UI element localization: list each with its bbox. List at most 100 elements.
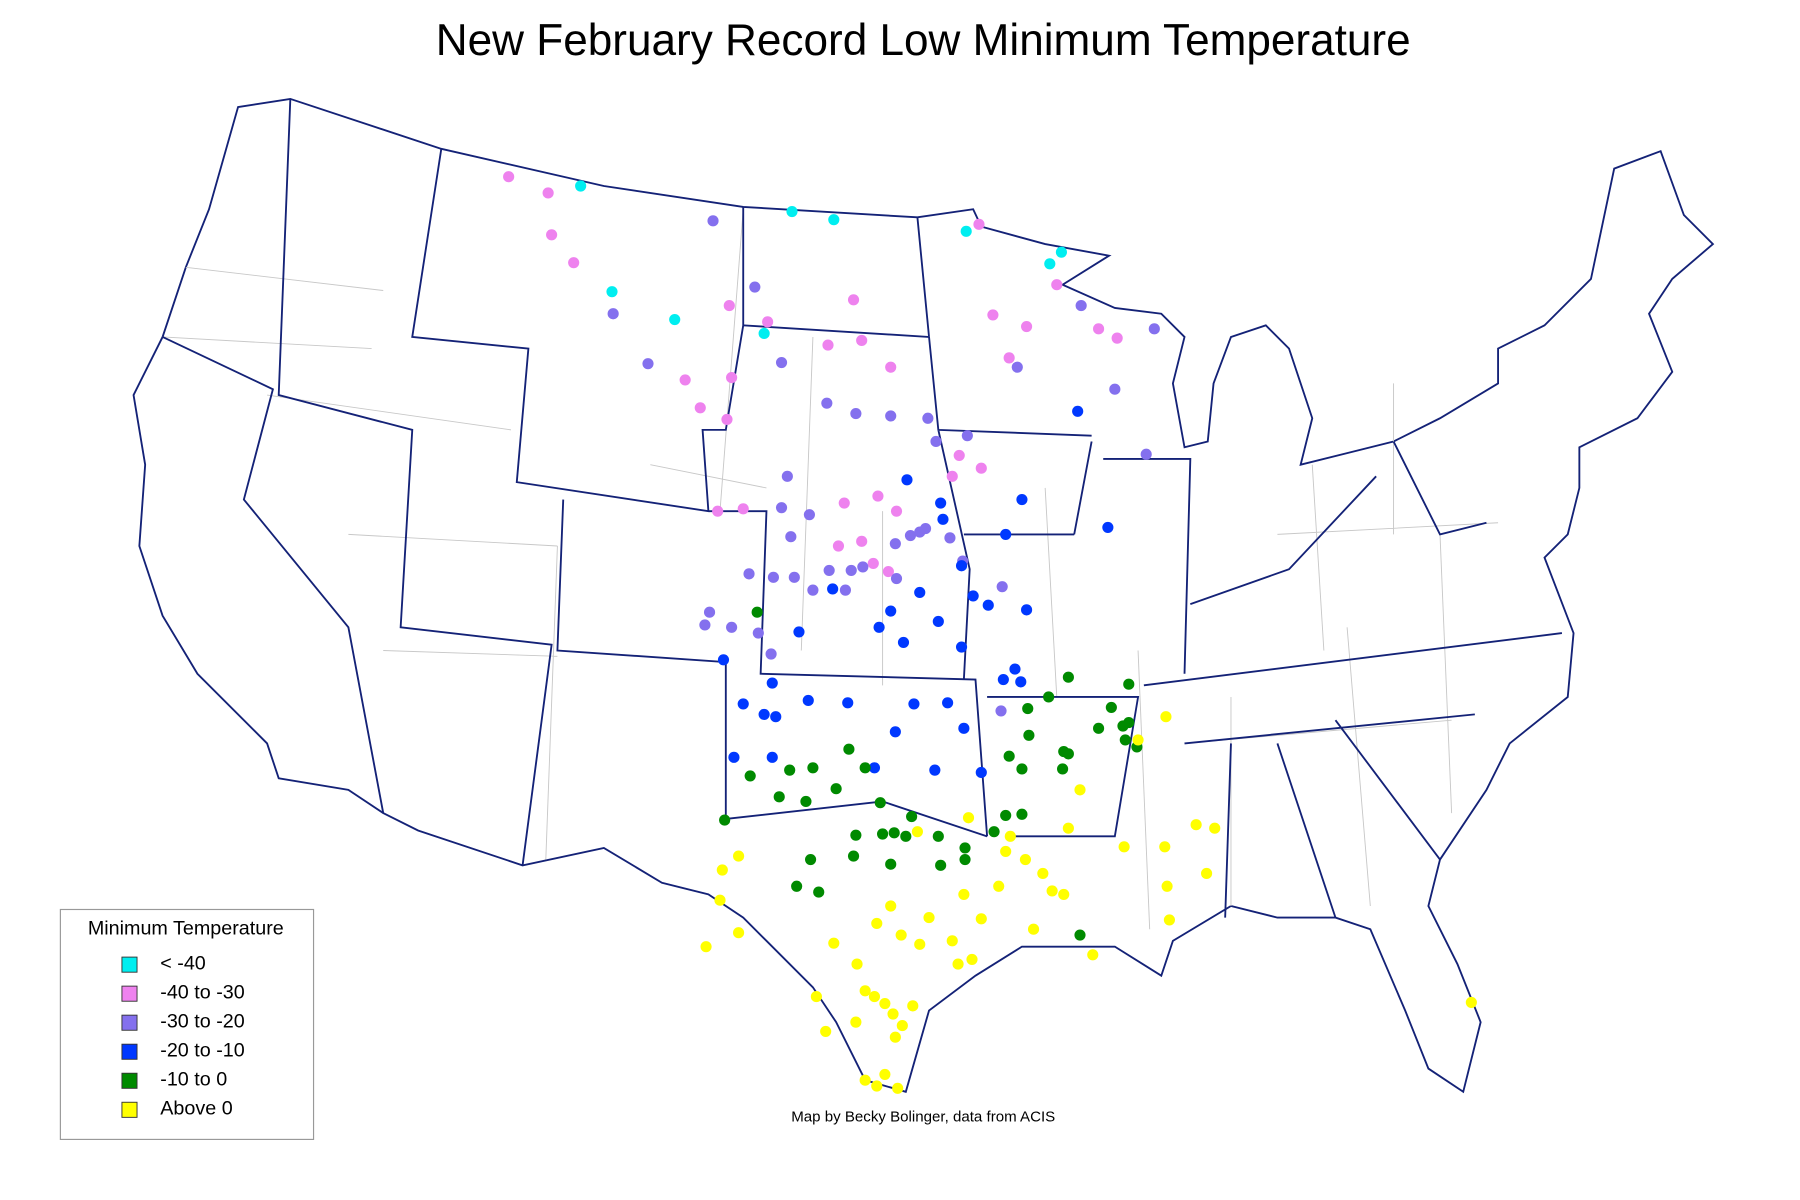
station-dot	[935, 497, 947, 509]
legend-title: Minimum Temperature	[88, 917, 284, 939]
station-dot	[1201, 867, 1213, 880]
station-dot	[765, 648, 777, 660]
station-dot	[1022, 703, 1034, 715]
legend-box	[59, 908, 315, 1140]
station-dot	[982, 599, 994, 611]
station-dot	[914, 938, 926, 950]
station-dot	[1160, 711, 1172, 723]
station-dot	[885, 900, 897, 912]
station-dot	[882, 565, 894, 578]
station-dot	[832, 540, 845, 552]
station-dot	[890, 505, 903, 517]
station-dot	[1074, 784, 1086, 796]
station-dot	[766, 677, 778, 689]
station-dot	[839, 584, 851, 596]
station-dot	[935, 859, 947, 871]
station-dot	[843, 743, 855, 755]
station-dot	[758, 708, 770, 720]
station-dot	[890, 572, 903, 585]
station-dot	[717, 654, 730, 666]
legend-label: -40 to -30	[160, 981, 244, 1003]
station-dot	[873, 621, 885, 633]
station-dot	[773, 791, 785, 803]
station-dot	[1074, 929, 1086, 941]
station-dot	[830, 783, 842, 795]
station-dot	[879, 1068, 891, 1080]
station-dot	[872, 490, 884, 502]
station-dot	[810, 991, 822, 1003]
station-dot	[822, 339, 834, 351]
station-dot	[1011, 361, 1023, 373]
station-dot	[851, 958, 863, 970]
station-dot	[800, 795, 812, 808]
station-dot	[895, 929, 907, 941]
credit: Map by Becky Bolinger, data from ACIS	[791, 1108, 1055, 1125]
station-dot	[737, 698, 749, 710]
station-dot	[733, 850, 745, 862]
county-lines	[162, 209, 1499, 930]
station-dot	[1000, 528, 1012, 540]
legend-label: -20 to -10	[160, 1039, 244, 1061]
station-dot	[752, 627, 764, 639]
station-dot	[700, 941, 712, 953]
station-dot	[962, 812, 975, 824]
station-dot	[997, 673, 1009, 686]
station-dot	[937, 513, 949, 525]
station-dot	[1027, 923, 1040, 935]
station-dot	[1062, 822, 1074, 834]
station-dot	[669, 313, 681, 326]
station-dot	[847, 294, 860, 306]
station-dot	[1004, 830, 1016, 842]
station-dot	[1102, 521, 1114, 533]
station-dot	[1021, 320, 1033, 333]
station-dot	[871, 917, 883, 929]
station-dot	[955, 560, 968, 572]
station-dot	[850, 829, 862, 841]
station-dot	[767, 571, 779, 583]
map-title: New February Record Low Minimum Temperat…	[436, 16, 1411, 65]
station-dot	[1019, 853, 1031, 866]
station-dot	[888, 827, 900, 839]
station-dot	[775, 502, 788, 514]
legend-label: -30 to -20	[160, 1010, 244, 1032]
station-dot	[1015, 676, 1027, 688]
station-dot	[1016, 808, 1028, 820]
legend-label: Above 0	[160, 1097, 232, 1119]
station-dot	[751, 606, 763, 618]
station-dot	[1148, 323, 1160, 335]
station-dot	[758, 327, 770, 340]
station-dot	[856, 535, 868, 547]
station-dot	[868, 991, 881, 1003]
station-dot	[827, 583, 839, 595]
station-dot	[719, 814, 731, 826]
station-dot	[716, 864, 728, 876]
station-dot	[726, 372, 738, 384]
station-dot	[743, 568, 755, 580]
legend-swatch	[121, 1101, 138, 1118]
state-borders	[162, 98, 1563, 918]
station-dot	[1009, 663, 1021, 675]
station-dot	[973, 218, 985, 230]
legend: Minimum Temperature < -40 -40 to -30 -30 t…	[59, 908, 315, 1140]
station-dot	[988, 826, 1000, 838]
station-dot	[942, 697, 954, 709]
station-dot	[786, 205, 798, 218]
station-dot	[850, 408, 862, 420]
station-dot	[770, 711, 782, 723]
station-dot	[721, 413, 733, 425]
station-dot	[897, 636, 910, 648]
station-dot	[1058, 888, 1070, 900]
station-dot	[679, 374, 691, 386]
station-dot	[775, 356, 788, 369]
station-dot	[568, 257, 580, 269]
station-dot	[1003, 352, 1015, 364]
station-dot	[859, 1074, 871, 1086]
station-dot	[856, 334, 868, 347]
station-dot	[906, 811, 918, 823]
station-dot	[1209, 822, 1221, 834]
station-dot	[952, 958, 964, 970]
station-dot	[714, 894, 726, 906]
station-dot	[904, 529, 917, 542]
legend-label: < -40	[160, 952, 206, 974]
station-dot	[1046, 885, 1058, 897]
